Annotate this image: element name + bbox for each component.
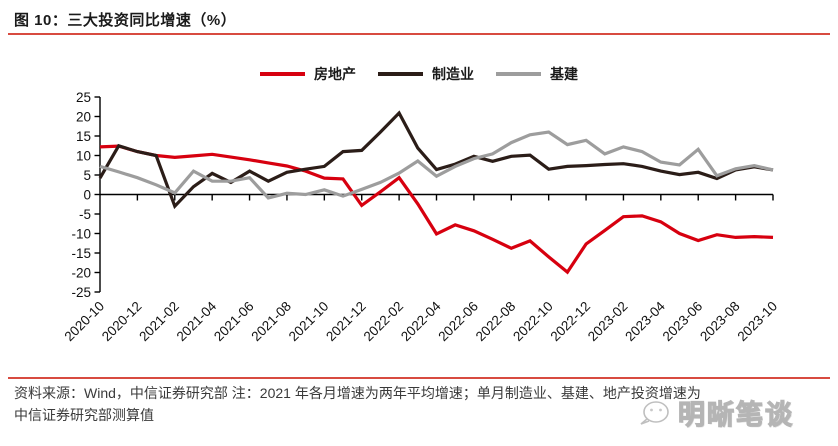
svg-text:-25: -25 [71,285,91,300]
svg-text:2021-02: 2021-02 [136,299,182,345]
svg-text:2021-12: 2021-12 [323,299,369,345]
svg-text:2022-10: 2022-10 [510,299,556,345]
svg-text:2022-02: 2022-02 [361,299,407,345]
svg-text:2022-12: 2022-12 [548,299,594,345]
footer-source-note: 资料来源：Wind，中信证券研究部 注：2021 年各月增速为两年平均增速；单月… [14,383,828,426]
legend-item-infrastructure: 基建 [496,64,578,84]
source-note-line-1: 资料来源：Wind，中信证券研究部 注：2021 年各月增速为两年平均增速；单月… [14,385,701,401]
legend-item-real-estate: 房地产 [260,64,356,84]
svg-text:25: 25 [76,90,91,105]
svg-text:2023-02: 2023-02 [585,299,631,345]
svg-text:2021-04: 2021-04 [174,298,220,344]
svg-text:0: 0 [83,187,91,202]
series-line-real-estate [99,144,774,275]
legend-label-real-estate: 房地产 [314,66,356,82]
svg-text:2023-06: 2023-06 [660,299,706,345]
legend-line-swatch-real-estate [260,72,305,76]
svg-text:-10: -10 [71,226,91,241]
svg-text:2022-04: 2022-04 [398,298,444,344]
svg-text:-20: -20 [71,265,91,280]
legend-label-manufacturing: 制造业 [432,66,474,82]
source-note-line-2: 中信证券研究部测算值 [14,406,154,423]
svg-text:2021-08: 2021-08 [248,299,294,345]
series-line-infrastructure [99,130,774,200]
svg-text:2023-04: 2023-04 [622,298,668,344]
legend-line-swatch-infrastructure [496,72,541,76]
footer-separator-rule [8,377,830,379]
svg-text:2020-10: 2020-10 [61,299,107,345]
svg-text:2020-12: 2020-12 [99,299,145,345]
svg-text:-5: -5 [79,207,91,222]
svg-text:2022-08: 2022-08 [473,299,519,345]
legend-label-infrastructure: 基建 [550,66,578,82]
chart-legend: 房地产 制造业 基建 [0,64,838,84]
svg-text:20: 20 [76,109,91,124]
figure-title: 图 10：三大投资同比增速（%） [14,12,237,29]
svg-text:2021-10: 2021-10 [286,299,332,345]
svg-text:2021-06: 2021-06 [211,299,257,345]
svg-text:5: 5 [83,168,91,183]
svg-text:-15: -15 [71,246,91,261]
svg-text:2023-10: 2023-10 [734,299,780,345]
legend-item-manufacturing: 制造业 [378,64,474,84]
series-line-manufacturing [98,110,774,210]
svg-text:2022-06: 2022-06 [435,299,481,345]
svg-text:2023-08: 2023-08 [697,299,743,345]
legend-line-swatch-manufacturing [378,72,423,76]
svg-text:10: 10 [76,148,91,163]
title-underline-rule [8,33,830,35]
svg-text:15: 15 [76,129,91,144]
